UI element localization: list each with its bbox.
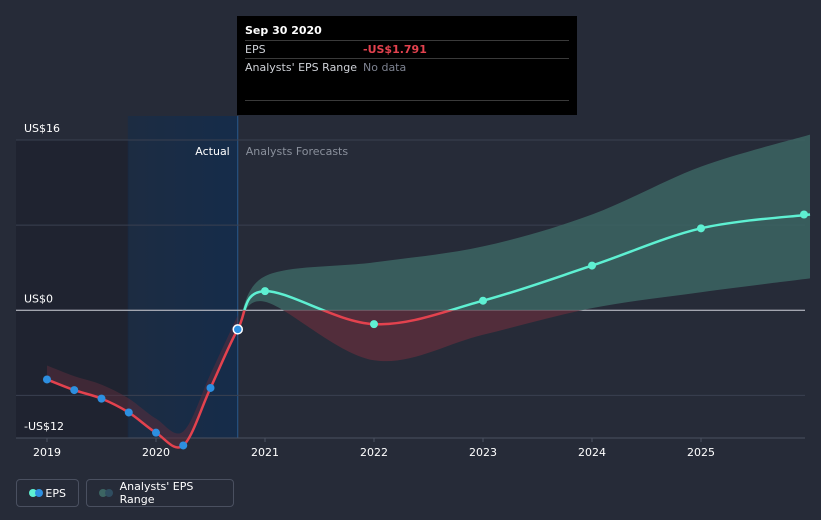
legend-range-label: Analysts' EPS Range [119, 480, 194, 506]
eps-actual-point [70, 386, 79, 395]
legend-eps-label: EPS [45, 486, 66, 500]
x-tick-label: 2021 [251, 446, 279, 459]
y-tick-label: -US$12 [24, 420, 64, 433]
x-tick-label: 2024 [578, 446, 606, 459]
eps-actual-point [43, 375, 51, 384]
eps-actual-point [152, 428, 160, 437]
eps-actual-point [232, 324, 243, 335]
x-tick-label: 2023 [469, 446, 497, 459]
legend-range[interactable]: Analysts' EPS Range [86, 479, 234, 507]
range-legend-icon [99, 489, 113, 497]
x-tick-label: 2025 [687, 446, 715, 459]
tooltip-row-range: Analysts' EPS Range No data [245, 58, 569, 76]
eps-actual-point [124, 408, 133, 417]
tooltip-divider [245, 100, 569, 101]
eps-forecast-point [479, 296, 487, 305]
eps-points [43, 210, 808, 450]
eps-forecast-point [697, 224, 705, 233]
eps-actual-point [179, 441, 188, 450]
actual-band [127, 116, 238, 438]
tooltip-value: -US$1.791 [363, 43, 427, 56]
eps-actual-point [206, 383, 215, 392]
tooltip: Sep 30 2020 EPS -US$1.791 Analysts' EPS … [237, 16, 577, 115]
tooltip-key: Analysts' EPS Range [245, 61, 358, 74]
range-band-negative [237, 310, 582, 362]
x-axis: 2019 2020 2021 2022 2023 2024 2025 [33, 438, 715, 459]
eps-forecast-point [370, 320, 378, 329]
eps-forecast-point [261, 287, 269, 296]
eps-forecast-point [800, 210, 808, 219]
forecast-label: Analysts Forecasts [246, 145, 349, 158]
tooltip-date: Sep 30 2020 [245, 24, 322, 37]
x-tick-label: 2022 [360, 446, 388, 459]
past-shade-region [16, 116, 239, 438]
x-tick-label: 2019 [33, 446, 61, 459]
y-tick-label: US$16 [24, 122, 60, 135]
eps-forecast-point [588, 261, 596, 270]
y-axis: US$16 US$0 -US$12 [24, 122, 64, 433]
eps-legend-icon [29, 489, 43, 497]
actual-label: Actual [195, 145, 229, 158]
x-tick-label: 2020 [142, 446, 170, 459]
legend-eps[interactable]: EPS [16, 479, 79, 507]
y-tick-label: US$0 [24, 292, 53, 305]
range-band-positive [242, 134, 810, 311]
tooltip-value: No data [363, 61, 407, 74]
eps-actual-point [97, 394, 106, 403]
eps-line-positive [243, 213, 811, 311]
tooltip-key: EPS [245, 43, 266, 56]
tooltip-row-eps: EPS -US$1.791 [245, 40, 569, 58]
